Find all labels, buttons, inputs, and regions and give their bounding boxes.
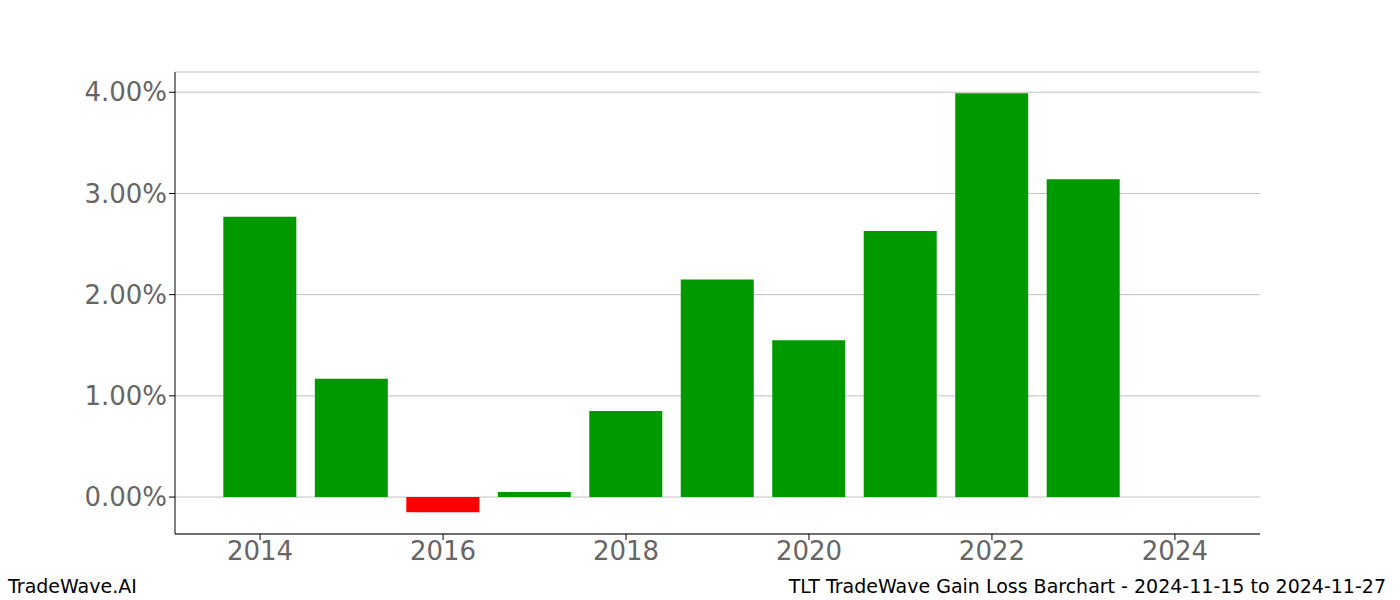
svg-text:3.00%: 3.00% xyxy=(84,179,167,209)
svg-text:1.00%: 1.00% xyxy=(84,381,167,411)
svg-text:0.00%: 0.00% xyxy=(84,482,167,512)
svg-text:2014: 2014 xyxy=(227,536,293,560)
svg-text:4.00%: 4.00% xyxy=(84,77,167,107)
svg-text:2.00%: 2.00% xyxy=(84,280,167,310)
svg-text:2020: 2020 xyxy=(776,536,842,560)
svg-text:2018: 2018 xyxy=(593,536,659,560)
svg-text:2016: 2016 xyxy=(410,536,476,560)
svg-text:2024: 2024 xyxy=(1142,536,1208,560)
html-text:TradeWave.AI: TradeWave.AI xyxy=(8,575,137,597)
html-text:TLT TradeWave Gain Loss Barcha: TLT TradeWave Gain Loss Barchart - 2024-… xyxy=(788,575,1386,597)
svg-text:2022: 2022 xyxy=(959,536,1025,560)
